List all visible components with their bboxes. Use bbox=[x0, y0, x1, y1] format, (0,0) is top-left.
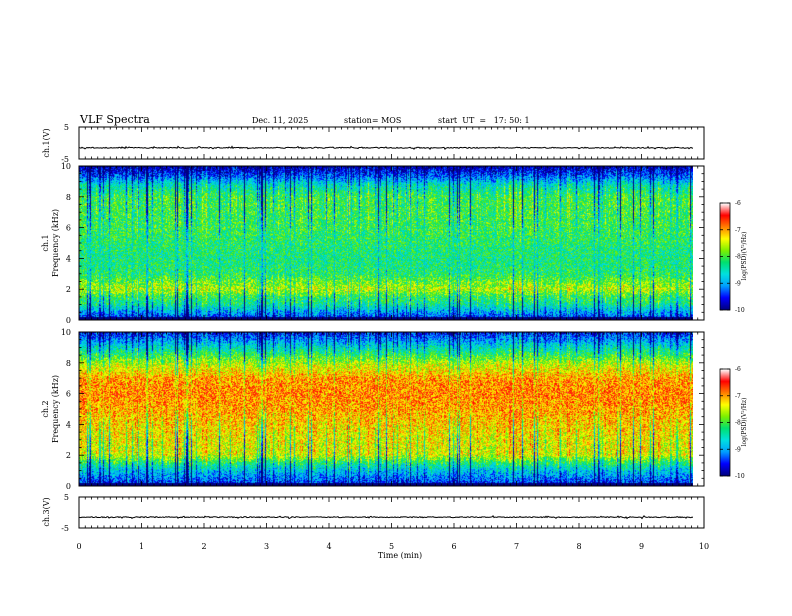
x-tick-label: 2 bbox=[201, 542, 206, 551]
ch1-y-tick-label: -5 bbox=[61, 155, 69, 164]
ch2-freq-tick-label: 2 bbox=[66, 451, 71, 460]
ch1-colorbar-tick-label: -8 bbox=[735, 254, 741, 261]
ch1-spectrogram-ylabel: Frequency (kHz) bbox=[51, 209, 60, 277]
ch2-spectrogram-ylabel: Frequency (kHz) bbox=[51, 375, 60, 443]
ch1-spectrogram-channel-label: ch.1 bbox=[41, 234, 50, 251]
ch3-waveform-trace bbox=[78, 514, 694, 520]
figure-title: VLF Spectra bbox=[79, 113, 150, 126]
ch2-colorbar-frame bbox=[720, 369, 730, 476]
header-station: station= MOS bbox=[344, 116, 401, 125]
ch2-spectrogram-raster bbox=[79, 332, 693, 486]
ch2-freq-tick-label: 0 bbox=[66, 482, 71, 491]
ch1-freq-tick-label: 2 bbox=[66, 285, 71, 294]
ch2-freq-tick-label: 10 bbox=[61, 328, 71, 337]
ch1-freq-tick-label: 4 bbox=[66, 254, 71, 263]
ch1-waveform-ylabel: ch.1(V) bbox=[42, 128, 51, 157]
ch1-colorbar-frame bbox=[720, 203, 730, 310]
ch2-spectrogram-frame bbox=[79, 332, 693, 486]
ch2-colorbar-tick-label: -6 bbox=[735, 366, 741, 373]
ch2-colorbar-tick-label: -7 bbox=[735, 393, 741, 400]
ch1-spectrogram-frame bbox=[79, 166, 693, 320]
ch2-colorbar-tick-label: -9 bbox=[735, 446, 741, 453]
ch2-colorbar bbox=[720, 369, 730, 476]
ch1-freq-tick-label: 8 bbox=[66, 193, 71, 202]
axis-ticks: 0 1 2 3 4 5 6 7 8 9 105-55-510864201086420-6-7-8-9… bbox=[61, 123, 745, 551]
x-tick-label: 5 bbox=[389, 542, 394, 551]
x-tick-label: 6 bbox=[451, 542, 456, 551]
ch1-freq-tick-label: 6 bbox=[66, 224, 71, 233]
x-tick-label: 7 bbox=[514, 542, 519, 551]
ch1-colorbar bbox=[720, 203, 730, 310]
x-tick-label: 1 bbox=[139, 542, 144, 551]
ch1-y-tick-label: 5 bbox=[64, 123, 69, 132]
ch3-y-tick-label: 5 bbox=[64, 493, 69, 502]
ch2-freq-tick-label: 8 bbox=[66, 359, 71, 368]
ch1-freq-tick-label: 0 bbox=[66, 316, 71, 325]
header-start-ut: start UT = 17: 50: 1 bbox=[438, 116, 530, 125]
ch1-waveform-trace bbox=[78, 145, 694, 151]
ch1-colorbar-tick-label: -7 bbox=[735, 227, 741, 234]
ch1-colorbar-tick-label: -10 bbox=[735, 307, 745, 314]
x-tick-label: 3 bbox=[264, 542, 269, 551]
ch2-freq-tick-label: 4 bbox=[66, 420, 71, 429]
ch2-spectrogram-channel-label: ch.2 bbox=[41, 400, 50, 417]
x-tick-label: 8 bbox=[576, 542, 581, 551]
ch1-colorbar-label: log(PSD)(V²/Hz) bbox=[741, 232, 748, 281]
ch1-colorbar-tick-label: -6 bbox=[735, 200, 741, 207]
x-tick-label: 9 bbox=[639, 542, 644, 551]
x-tick-label: 0 bbox=[76, 542, 81, 551]
ch1-colorbar-tick-label: -9 bbox=[735, 280, 741, 287]
ch2-colorbar-tick-label: -10 bbox=[735, 473, 745, 480]
ch1-freq-tick-label: 10 bbox=[61, 162, 71, 171]
x-axis-label: Time (min) bbox=[378, 551, 422, 560]
header-date: Dec. 11, 2025 bbox=[252, 116, 308, 125]
ch3-waveform-ylabel: ch.3(V) bbox=[42, 497, 51, 526]
x-tick-label: 10 bbox=[699, 542, 709, 551]
ch1-spectrogram-raster bbox=[79, 166, 693, 320]
ch3-y-tick-label: -5 bbox=[61, 524, 69, 533]
x-tick-label: 4 bbox=[326, 542, 331, 551]
ch2-colorbar-label: log(PSD)(V²/Hz) bbox=[741, 398, 748, 447]
ch2-freq-tick-label: 6 bbox=[66, 390, 71, 399]
ch2-colorbar-tick-label: -8 bbox=[735, 420, 741, 427]
